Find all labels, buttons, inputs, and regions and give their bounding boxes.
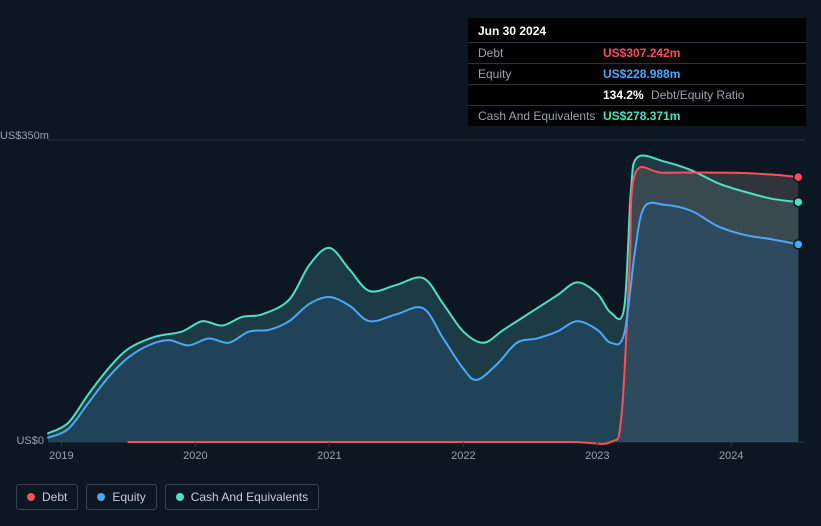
tooltip-row: 134.2% Debt/Equity Ratio — [468, 84, 806, 105]
legend-item-label: Equity — [112, 490, 145, 504]
tooltip-row-label — [478, 88, 603, 102]
y-tick-label: US$350m — [0, 130, 44, 142]
tooltip-row: DebtUS$307.242m — [468, 42, 806, 63]
legend-dot-icon — [176, 493, 184, 501]
legend-item-equity[interactable]: Equity — [86, 484, 156, 510]
x-tick-label: 2019 — [49, 450, 73, 462]
x-tick-label: 2023 — [585, 450, 609, 462]
legend-item-cash-and-equivalents[interactable]: Cash And Equivalents — [165, 484, 319, 510]
x-tick-label: 2021 — [317, 450, 341, 462]
legend-item-debt[interactable]: Debt — [16, 484, 78, 510]
legend-dot-icon — [97, 493, 105, 501]
y-tick-label: US$0 — [0, 435, 44, 447]
x-tick-label: 2022 — [451, 450, 475, 462]
legend-item-label: Cash And Equivalents — [191, 490, 308, 504]
tooltip-row-value: US$307.242m — [603, 46, 680, 60]
legend: Debt Equity Cash And Equivalents — [16, 484, 319, 510]
tooltip-row-value: US$278.371m — [603, 109, 680, 123]
tooltip-header: Jun 30 2024 — [468, 18, 806, 42]
tooltip-row-label: Equity — [478, 67, 603, 81]
chart-container: US$0 US$350m 2019 2020 2021 2022 2023 2024 Jun… — [0, 0, 821, 526]
tooltip-row: EquityUS$228.988m — [468, 63, 806, 84]
x-tick-label: 2024 — [719, 450, 743, 462]
tooltip-row-value: US$228.988m — [603, 67, 680, 81]
legend-dot-icon — [27, 493, 35, 501]
legend-item-label: Debt — [42, 490, 67, 504]
tooltip-ratio: 134.2% Debt/Equity Ratio — [603, 88, 744, 102]
hover-tooltip: Jun 30 2024 DebtUS$307.242mEquityUS$228.… — [468, 18, 806, 126]
tooltip-row: Cash And EquivalentsUS$278.371m — [468, 105, 806, 126]
tooltip-row-label: Debt — [478, 46, 603, 60]
x-tick-label: 2020 — [183, 450, 207, 462]
tooltip-row-label: Cash And Equivalents — [478, 109, 603, 123]
